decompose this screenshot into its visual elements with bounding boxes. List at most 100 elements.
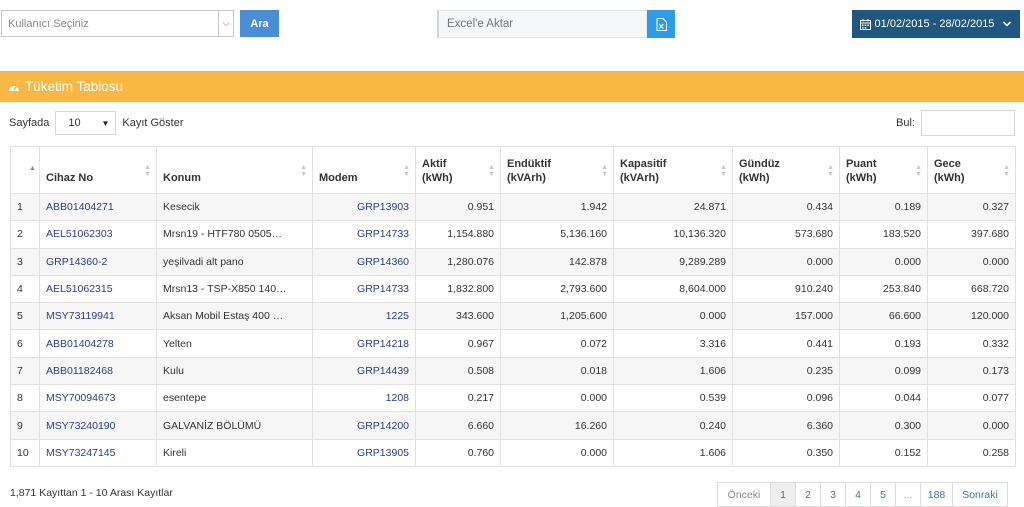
cell-enduktif: 1,205.600: [500, 302, 614, 331]
device-link[interactable]: ABB01404271: [39, 192, 157, 222]
cell-gece: 0.000: [927, 247, 1016, 276]
device-link[interactable]: MSY73247145: [39, 438, 157, 467]
column-header-location[interactable]: Konum ▲ ▼: [156, 146, 313, 194]
cell-aktif: 0.760: [415, 438, 501, 467]
page-button[interactable]: Sonraki: [952, 483, 1007, 506]
page-length-value: 10: [68, 117, 81, 129]
column-header-aktif[interactable]: Aktif (kWh) ▲ ▼: [415, 146, 501, 194]
cell-aktif: 1,832.800: [415, 274, 501, 304]
page-button[interactable]: 5: [870, 483, 895, 506]
table-row[interactable]: 10 MSY73247145 Kireli GRP13905 0.760 0.000 1.6…: [10, 438, 1016, 467]
user-select[interactable]: Kullanıcı Seçiniz ⌵: [1, 10, 234, 37]
table-row[interactable]: 3 GRP14360-2 yeşilvadi alt pano GRP14360 1,2…: [10, 247, 1016, 276]
cell-gunduz: 0.235: [732, 356, 840, 386]
modem-link[interactable]: GRP14733: [312, 274, 416, 304]
column-header-gece[interactable]: Gece (kWh) ▲ ▼: [927, 146, 1016, 194]
cell-gece: 0.173: [927, 356, 1016, 386]
cell-aktif: 0.217: [415, 384, 501, 413]
page-button[interactable]: 188: [920, 483, 952, 506]
device-link[interactable]: AEL51062303: [39, 220, 157, 249]
device-link[interactable]: MSY73240190: [39, 411, 157, 440]
sort-icon: ▲ ▼: [915, 164, 922, 178]
cell-index: 8: [10, 384, 40, 413]
chevron-down-icon: [1003, 21, 1012, 27]
sort-asc-icon: ▲: [29, 165, 36, 172]
page-button[interactable]: 1: [770, 483, 795, 506]
modem-link[interactable]: GRP14733: [312, 220, 416, 249]
page-button[interactable]: 3: [820, 483, 845, 506]
table-row[interactable]: 4 AEL51062315 Mrsn13 - TSP-X850 140… GRP147…: [10, 274, 1016, 304]
table-row[interactable]: 5 MSY73119941 Aksan Mobil Estaş 400 … 1225 3…: [10, 302, 1016, 331]
modem-link[interactable]: GRP14200: [312, 411, 416, 440]
device-link[interactable]: MSY73119941: [39, 302, 157, 331]
cell-gunduz: 0.000: [732, 247, 840, 276]
device-link[interactable]: ABB01182468: [39, 356, 157, 386]
cell-location: Yelten: [156, 329, 313, 358]
cell-kapasitif: 0.000: [613, 302, 733, 331]
device-link[interactable]: GRP14360-2: [39, 247, 157, 276]
column-header-enduktif[interactable]: Endüktif (kVArh) ▲ ▼: [500, 146, 614, 194]
cell-gece: 0.327: [927, 192, 1016, 222]
excel-export-button[interactable]: [647, 10, 675, 38]
column-header-kapasitif[interactable]: Kapasitif (kVArh) ▲ ▼: [613, 146, 733, 194]
consumption-table: ▲ Cihaz No ▲ ▼ Konum ▲ ▼ Modem ▲ ▼ Aktif (kWh) ▲…: [10, 146, 1016, 467]
cell-location: Kesecik: [156, 192, 313, 222]
page-length-select[interactable]: 10 ▼: [55, 111, 117, 135]
modem-link[interactable]: GRP14439: [312, 356, 416, 386]
chevron-down-icon[interactable]: ⌵: [218, 11, 233, 36]
cell-gunduz: 0.434: [732, 192, 840, 222]
device-link[interactable]: MSY70094673: [39, 384, 157, 413]
sort-icon: ▲ ▼: [720, 164, 727, 178]
cell-aktif: 1,280.076: [415, 247, 501, 276]
caret-down-icon: ▼: [101, 118, 110, 128]
modem-link[interactable]: 1208: [312, 384, 416, 413]
cell-location: Mrsn13 - TSP-X850 140…: [156, 274, 313, 304]
cell-kapasitif: 0.539: [613, 384, 733, 413]
column-header-modem[interactable]: Modem ▲ ▼: [312, 146, 416, 194]
cell-gece: 0.000: [927, 411, 1016, 440]
cell-kapasitif: 24.871: [613, 192, 733, 222]
column-header-index[interactable]: ▲: [10, 146, 40, 194]
column-header-puant[interactable]: Puant (kWh) ▲ ▼: [839, 146, 928, 194]
table-row[interactable]: 1 ABB01404271 Kesecik GRP13903 0.951 1.942 24.…: [10, 192, 1016, 222]
modem-link[interactable]: 1225: [312, 302, 416, 331]
filter-input[interactable]: [921, 110, 1015, 136]
cell-puant: 0.300: [839, 411, 928, 440]
modem-link[interactable]: GRP14360: [312, 247, 416, 276]
cell-kapasitif: 1.606: [613, 438, 733, 467]
page-length-control: Sayfada 10 ▼ Kayıt Göster: [9, 111, 184, 135]
table-body: 1 ABB01404271 Kesecik GRP13903 0.951 1.942 24.…: [10, 192, 1016, 467]
cell-index: 9: [10, 411, 40, 440]
cell-enduktif: 0.072: [500, 329, 614, 358]
column-header-device[interactable]: Cihaz No ▲ ▼: [39, 146, 157, 194]
device-link[interactable]: ABB01404278: [39, 329, 157, 358]
table-row[interactable]: 8 MSY70094673 esentepe 1208 0.217 0.000 0.539 0…: [10, 384, 1016, 413]
dashboard-gauge-icon: [9, 85, 19, 91]
table-row[interactable]: 2 AEL51062303 Mrsn19 - HTF780 0505… GRP1473…: [10, 220, 1016, 249]
page-button[interactable]: 4: [845, 483, 870, 506]
search-button[interactable]: Ara: [240, 10, 279, 37]
modem-link[interactable]: GRP14218: [312, 329, 416, 358]
sort-icon: ▲ ▼: [488, 164, 495, 178]
page-button: Önceki: [718, 483, 770, 506]
column-header-gunduz[interactable]: Gündüz (kWh) ▲ ▼: [732, 146, 840, 194]
cell-aktif: 6.660: [415, 411, 501, 440]
cell-gunduz: 0.350: [732, 438, 840, 467]
modem-link[interactable]: GRP13905: [312, 438, 416, 467]
modem-link[interactable]: GRP13903: [312, 192, 416, 222]
page-button[interactable]: 2: [795, 483, 820, 506]
cell-enduktif: 0.000: [500, 384, 614, 413]
pagination: Önceki 1 2 3 4 5... 188 Sonraki: [717, 482, 1008, 507]
date-range-picker[interactable]: 01/02/2015 - 28/02/2015: [852, 10, 1020, 38]
device-link[interactable]: AEL51062315: [39, 274, 157, 304]
cell-puant: 183.520: [839, 220, 928, 249]
table-row[interactable]: 7 ABB01182468 Kulu GRP14439 0.508 0.018 1.606 0…: [10, 356, 1016, 386]
sort-icon: ▲ ▼: [403, 164, 410, 178]
excel-export-field[interactable]: Excel'e Aktar: [437, 10, 647, 38]
cell-puant: 0.152: [839, 438, 928, 467]
sort-icon: ▲ ▼: [827, 164, 834, 178]
table-row[interactable]: 6 ABB01404278 Yelten GRP14218 0.967 0.072 3.31…: [10, 329, 1016, 358]
cell-gece: 0.258: [927, 438, 1016, 467]
table-row[interactable]: 9 MSY73240190 GALVANİZ BÖLÜMÜ GRP14200 6.660…: [10, 411, 1016, 440]
cell-gece: 0.332: [927, 329, 1016, 358]
